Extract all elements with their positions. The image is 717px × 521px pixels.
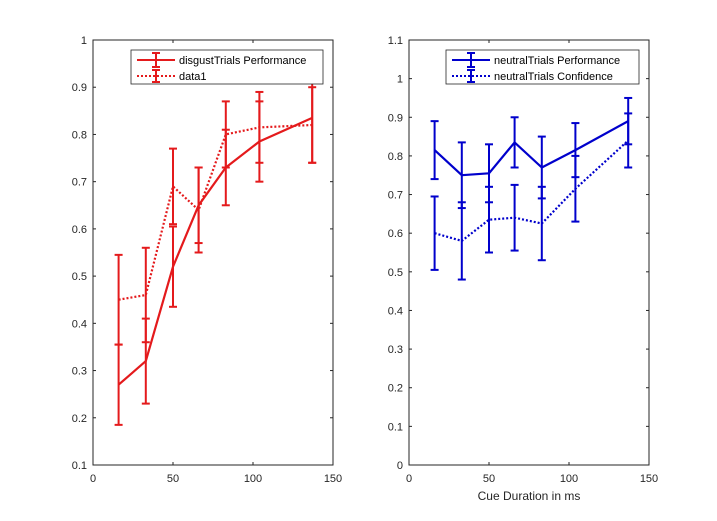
- left-y-tick-label: 0.7: [72, 177, 87, 189]
- right-y-tick-label: 0.5: [388, 267, 403, 279]
- right-y-tick-label: 0.6: [388, 228, 403, 240]
- legend-entry-data1: data1: [137, 69, 207, 83]
- right-legend-box: [445, 49, 640, 85]
- legend-label-data1: data1: [179, 71, 207, 83]
- right-plot-x-axis-label: Cue Duration in ms: [478, 489, 581, 503]
- left-y-tick-label: 0.1: [72, 460, 87, 472]
- legend-entry-neutral-performance: neutralTrials Performance: [452, 52, 620, 68]
- right-x-tick-label: 0: [406, 473, 412, 485]
- right-y-tick-label: 0.2: [388, 383, 403, 395]
- right-y-tick-label: 0.4: [388, 305, 403, 317]
- right-y-tick-label: 0.7: [388, 190, 403, 202]
- left-plot-ticks: 0 50 100 150 0.1 0.2 0.3 0.4 0.5 0.6 0.7 0.8 0.9 1: [72, 35, 342, 485]
- right-x-tick-label: 100: [560, 473, 578, 485]
- left-y-tick-label: 0.2: [72, 413, 87, 425]
- left-plot-series: [114, 72, 317, 426]
- legend-label-neutral-performance: neutralTrials Performance: [494, 55, 620, 67]
- left-y-tick-label: 0.5: [72, 271, 87, 283]
- left-x-tick-label: 50: [167, 473, 179, 485]
- right-x-tick-label: 50: [483, 473, 495, 485]
- left-x-tick-label: 150: [324, 473, 342, 485]
- left-plot: 0 50 100 150 0.1 0.2 0.3 0.4 0.5 0.6 0.7 0.8 0.9 1 di…: [72, 35, 342, 485]
- left-y-tick-label: 0.6: [72, 224, 87, 236]
- right-y-tick-label: 0.1: [388, 421, 403, 433]
- legend-entry-neutral-confidence: neutralTrials Confidence: [452, 69, 613, 83]
- right-plot-ticks: 0 50 100 150 0 0.1 0.2 0.3 0.4 0.5 0.6 0.7 0.8 0.9 1 1.…: [388, 35, 658, 485]
- left-y-tick-label: 0.9: [72, 82, 87, 94]
- left-y-tick-label: 0.4: [72, 318, 87, 330]
- left-x-tick-label: 0: [90, 473, 96, 485]
- left-plot-area: [92, 39, 334, 466]
- right-y-tick-label: 0.8: [388, 151, 403, 163]
- right-y-tick-label: 1: [397, 74, 403, 86]
- left-plot-legend: disgustTrials Performance data1: [130, 49, 324, 85]
- right-y-tick-label: 1.1: [388, 35, 403, 47]
- right-y-tick-label: 0.3: [388, 344, 403, 356]
- right-y-tick-label: 0.9: [388, 112, 403, 124]
- right-plot-series: [430, 96, 633, 281]
- legend-label-neutral-confidence: neutralTrials Confidence: [494, 71, 613, 83]
- left-legend-box: [130, 49, 324, 85]
- left-y-tick-label: 0.8: [72, 129, 87, 141]
- right-plot-legend: neutralTrials Performance neutralTrials …: [445, 49, 640, 85]
- legend-entry-disgust-performance: disgustTrials Performance: [137, 52, 306, 68]
- right-plot-area: [408, 39, 650, 466]
- right-y-tick-label: 0: [397, 460, 403, 472]
- legend-label-disgust-performance: disgustTrials Performance: [179, 55, 306, 67]
- left-y-tick-label: 1: [81, 35, 87, 47]
- left-x-tick-label: 100: [244, 473, 262, 485]
- right-plot: 0 50 100 150 0 0.1 0.2 0.3 0.4 0.5 0.6 0.7 0.8 0.9 1 1.…: [388, 35, 658, 503]
- left-y-tick-label: 0.3: [72, 366, 87, 378]
- right-x-tick-label: 150: [640, 473, 658, 485]
